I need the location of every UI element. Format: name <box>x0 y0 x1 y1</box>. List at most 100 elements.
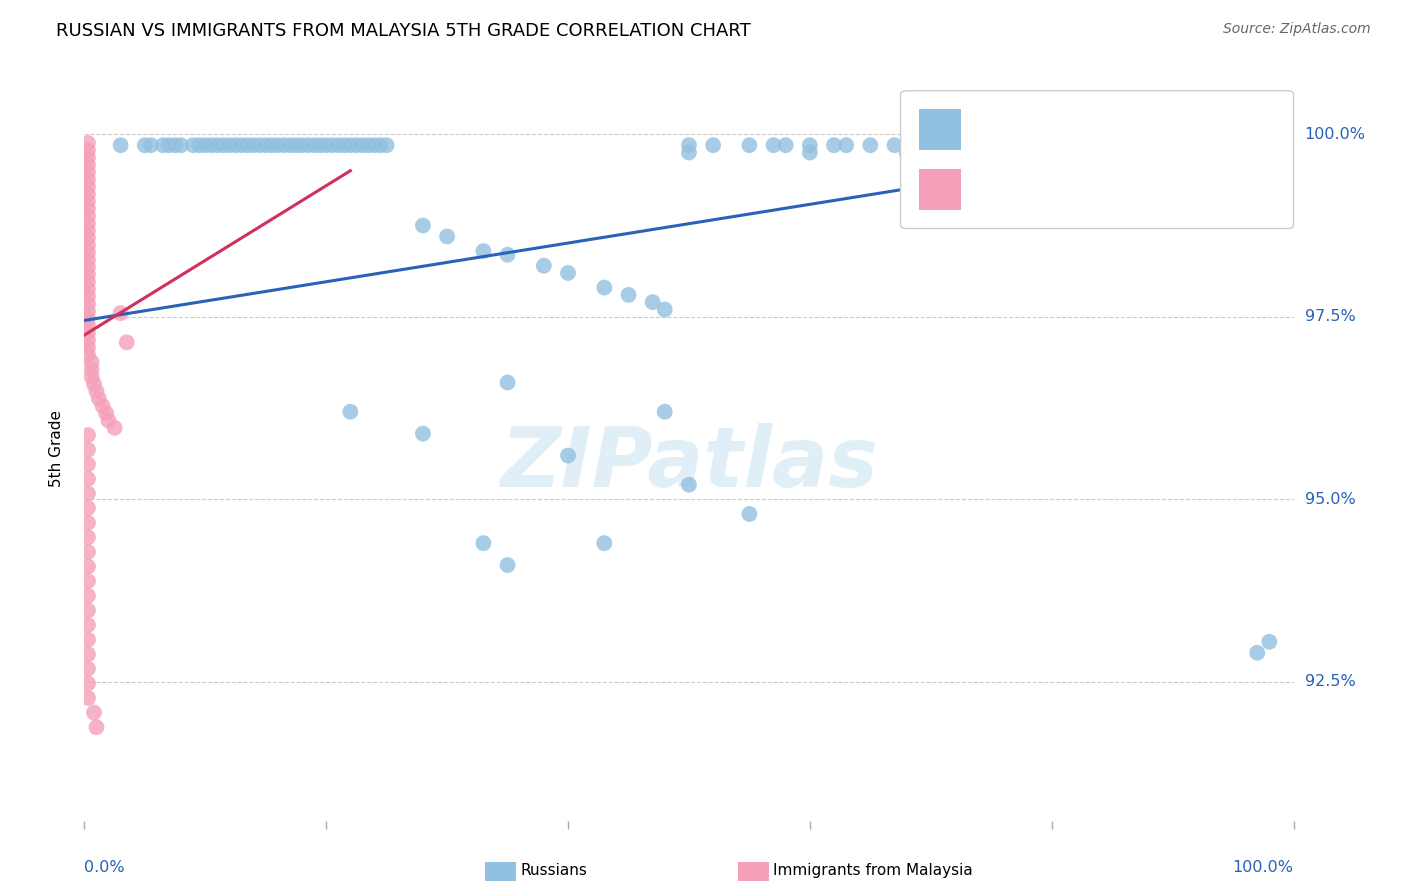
Text: R = 0.137   N = 92: R = 0.137 N = 92 <box>973 117 1157 135</box>
Point <box>472 536 495 550</box>
Point <box>859 138 882 153</box>
Point <box>496 248 519 262</box>
Point <box>1270 145 1292 160</box>
Point <box>309 138 332 153</box>
Point <box>412 426 434 441</box>
Point <box>77 179 100 194</box>
Point <box>678 138 700 153</box>
Point <box>80 362 103 376</box>
Point <box>134 138 156 153</box>
Text: 0.0%: 0.0% <box>84 860 125 874</box>
Point <box>1246 138 1268 153</box>
Point <box>77 341 100 355</box>
Point <box>77 516 100 530</box>
Point <box>654 405 676 419</box>
Point <box>207 138 229 153</box>
Point <box>678 145 700 160</box>
Point <box>315 138 337 153</box>
Point <box>943 138 966 153</box>
Point <box>194 138 217 153</box>
Point <box>77 326 100 340</box>
Point <box>77 158 100 172</box>
Point <box>291 138 314 153</box>
Point <box>896 145 918 160</box>
Point <box>77 224 100 238</box>
FancyBboxPatch shape <box>901 91 1294 228</box>
Point <box>472 244 495 258</box>
Point <box>77 202 100 216</box>
Point <box>346 138 368 153</box>
Point <box>593 280 616 294</box>
Bar <box>918 169 962 210</box>
Point <box>496 376 519 390</box>
Point <box>77 136 100 150</box>
Point <box>357 138 380 153</box>
Point <box>980 138 1002 153</box>
Y-axis label: 5th Grade: 5th Grade <box>49 409 63 487</box>
Point <box>260 138 283 153</box>
Point <box>80 369 103 384</box>
Point <box>77 690 100 705</box>
Text: RUSSIAN VS IMMIGRANTS FROM MALAYSIA 5TH GRADE CORRELATION CHART: RUSSIAN VS IMMIGRANTS FROM MALAYSIA 5TH … <box>56 22 751 40</box>
Point <box>297 138 319 153</box>
Point <box>77 143 100 157</box>
Point <box>236 138 259 153</box>
Point <box>557 266 579 280</box>
Point <box>249 138 271 153</box>
Point <box>77 428 100 442</box>
Point <box>799 138 821 153</box>
Text: Russians: Russians <box>520 863 588 878</box>
Point <box>77 647 100 661</box>
Text: R = 0.170   N = 63: R = 0.170 N = 63 <box>973 177 1157 194</box>
Point <box>77 245 100 260</box>
Point <box>738 138 761 153</box>
Point <box>77 282 100 296</box>
Point <box>139 138 162 153</box>
Text: 92.5%: 92.5% <box>1305 674 1355 690</box>
Point <box>225 138 247 153</box>
Text: 100.0%: 100.0% <box>1233 860 1294 874</box>
Point <box>77 296 100 310</box>
Point <box>1222 138 1244 153</box>
Text: ZIPatlas: ZIPatlas <box>501 423 877 504</box>
Point <box>188 138 211 153</box>
Point <box>1185 145 1208 160</box>
Point <box>799 145 821 160</box>
Point <box>77 165 100 179</box>
Point <box>654 302 676 317</box>
Point <box>83 706 105 720</box>
Point <box>87 392 110 406</box>
Point <box>273 138 295 153</box>
Point <box>77 618 100 632</box>
Point <box>339 138 361 153</box>
Point <box>702 138 724 153</box>
Point <box>77 574 100 588</box>
Text: 95.0%: 95.0% <box>1305 491 1355 507</box>
Point <box>212 138 235 153</box>
Point <box>496 558 519 572</box>
Point <box>77 268 100 282</box>
Point <box>412 219 434 233</box>
Point <box>152 138 174 153</box>
Point <box>77 458 100 472</box>
Point <box>77 252 100 267</box>
Point <box>254 138 277 153</box>
Point <box>231 138 253 153</box>
Point <box>77 238 100 252</box>
Point <box>115 335 138 350</box>
Point <box>533 259 555 273</box>
Point <box>77 486 100 500</box>
Point <box>86 384 108 399</box>
Point <box>77 231 100 245</box>
Point <box>77 632 100 647</box>
Point <box>77 151 100 165</box>
Point <box>77 676 100 690</box>
Point <box>920 138 942 153</box>
Point <box>267 138 290 153</box>
Point <box>200 138 222 153</box>
Point <box>352 138 374 153</box>
Point <box>77 275 100 289</box>
Point <box>593 536 616 550</box>
Point <box>1258 138 1281 153</box>
Point <box>738 507 761 521</box>
